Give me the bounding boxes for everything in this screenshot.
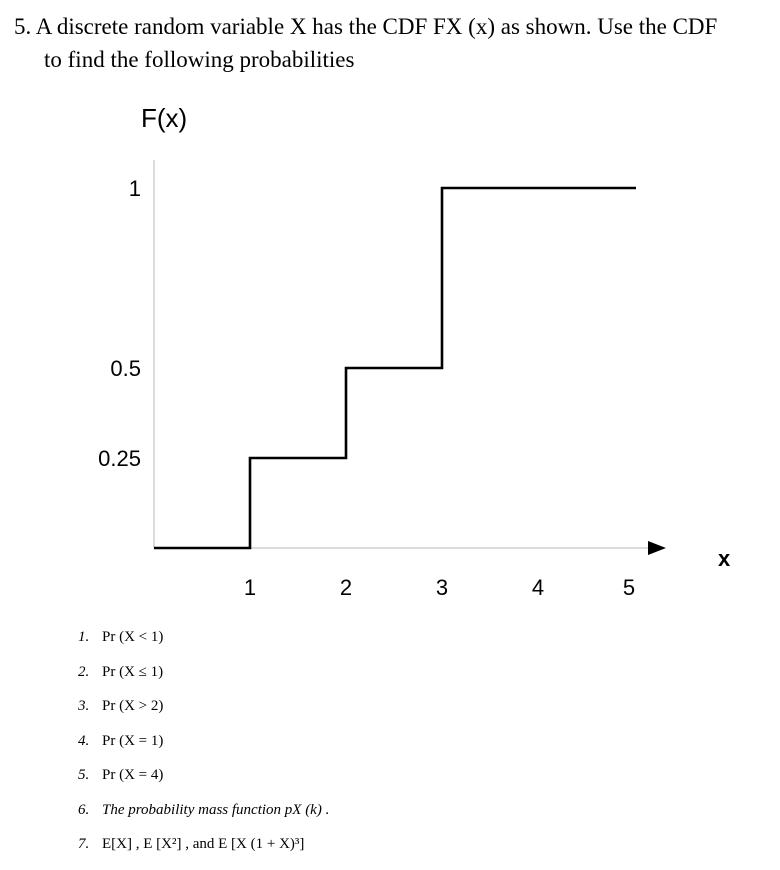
question-text: Pr (X > 2) [102, 698, 164, 714]
x-tick-label: 5 [623, 575, 635, 600]
question-text: E[X] , E [X²] , and E [X (1 + X)³] [102, 836, 305, 852]
question-number: 1. [78, 629, 90, 645]
cdf-chart: F(x) x 0.25 0.5 1 1 2 3 4 5 [98, 103, 731, 600]
question-number: 4. [78, 732, 90, 749]
question-number: 2. [78, 663, 90, 680]
question-text: Pr (X ≤ 1) [102, 663, 164, 680]
question-number: 7. [78, 836, 90, 852]
question-text: The probability mass function pX (k) . [102, 801, 330, 818]
y-axis-title: F(x) [141, 103, 187, 133]
question-item: 1. Pr (X < 1) [78, 622, 329, 657]
y-tick-label: 1 [129, 176, 141, 201]
cdf-step-line [154, 186, 636, 550]
problem-statement: 5. A discrete random variable X has the … [14, 10, 774, 76]
question-item: 5. Pr (X = 4) [78, 760, 329, 795]
x-tick-label: 4 [532, 575, 544, 600]
x-tick-label: 3 [436, 575, 448, 600]
question-number: 6. [78, 801, 90, 818]
question-item: 3. Pr (X > 2) [78, 691, 329, 726]
x-axis-arrowhead [648, 541, 666, 555]
x-axis-title: x [718, 546, 731, 571]
question-text: Pr (X = 1) [102, 732, 164, 749]
problem-line-1: 5. A discrete random variable X has the … [14, 14, 718, 39]
question-item: 4. Pr (X = 1) [78, 726, 329, 761]
question-item: 2. Pr (X ≤ 1) [78, 657, 329, 692]
question-number: 3. [78, 698, 90, 714]
question-list: 1. Pr (X < 1) 2. Pr (X ≤ 1) 3. Pr (X > 2) 4. Pr… [78, 622, 329, 864]
problem-line-2: to find the following probabilities [44, 47, 355, 72]
question-item: 6. The probability mass function pX (k) . [78, 795, 329, 830]
y-tick-label: 0.5 [110, 356, 141, 381]
y-tick-label: 0.25 [98, 446, 141, 471]
question-number: 5. [78, 767, 90, 783]
question-text: Pr (X = 4) [102, 767, 164, 783]
question-text: Pr (X < 1) [102, 629, 164, 645]
x-tick-label: 2 [340, 575, 352, 600]
question-item: 7. E[X] , E [X²] , and E [X (1 + X)³] [78, 829, 329, 864]
x-tick-label: 1 [244, 575, 256, 600]
